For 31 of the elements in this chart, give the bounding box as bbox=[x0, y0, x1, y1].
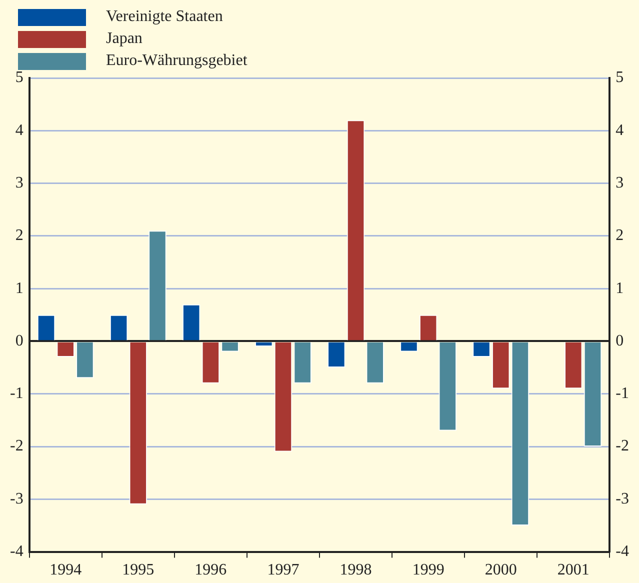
x-tick-label: 2001 bbox=[557, 562, 590, 579]
y-tick-label: 1 bbox=[15, 280, 24, 297]
y-tick-label: 0 bbox=[15, 332, 24, 350]
y-tick-label: 3 bbox=[15, 174, 24, 192]
y-tick-label: 5 bbox=[15, 69, 24, 86]
y-tick-label: -2 bbox=[10, 438, 24, 455]
y2-tick-label: 1 bbox=[616, 280, 624, 297]
x-tick-label: 2000 bbox=[484, 562, 517, 579]
legend-label: Japan bbox=[106, 30, 142, 48]
x-tick-label: 1997 bbox=[267, 562, 300, 579]
y2-tick-label: 4 bbox=[616, 122, 624, 139]
y-tick-label: -4 bbox=[10, 543, 24, 560]
x-tick-label: 1999 bbox=[412, 562, 444, 579]
y2-tick-label: -2 bbox=[616, 438, 629, 455]
legend-label: Euro-Währungsgebiet bbox=[106, 52, 248, 70]
legend-label: Vereinigte Staaten bbox=[106, 8, 223, 26]
y2-tick-label: -1 bbox=[616, 385, 629, 402]
x-tick-label: 1994 bbox=[50, 562, 82, 579]
y2-tick-label: 3 bbox=[616, 174, 624, 192]
y2-tick-label: 0 bbox=[616, 332, 624, 350]
y2-tick-label: 5 bbox=[616, 69, 624, 86]
x-tick-label: 1996 bbox=[194, 562, 227, 579]
y2-tick-label: -4 bbox=[616, 543, 629, 560]
y2-tick-label: -3 bbox=[616, 490, 629, 508]
y2-tick-label: 2 bbox=[616, 227, 624, 244]
x-tick-label: 1998 bbox=[340, 562, 372, 579]
y-tick-label: -1 bbox=[10, 385, 24, 402]
x-tick-label: 1995 bbox=[122, 562, 154, 579]
y-tick-label: 4 bbox=[15, 122, 24, 139]
y-tick-label: 2 bbox=[15, 227, 24, 244]
y-tick-label: -3 bbox=[10, 490, 24, 508]
